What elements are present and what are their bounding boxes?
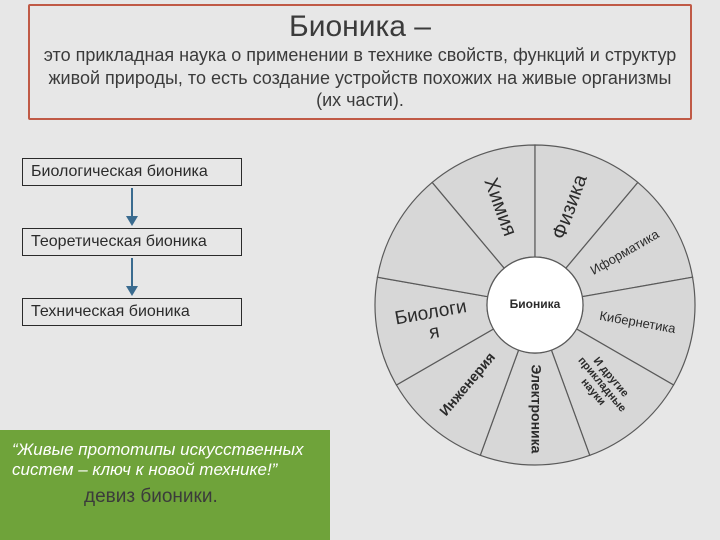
flow-column: Биологическая бионика Теоретическая бион… [22, 158, 242, 326]
flow-arrow-2 [22, 256, 242, 298]
wheel-segment-label: Электроника [528, 365, 544, 454]
flow-box-tech: Техническая бионика [22, 298, 242, 326]
wheel-center-label: Бионика [510, 297, 561, 311]
flow-box-bio: Биологическая бионика [22, 158, 242, 186]
flow-arrow-1 [22, 186, 242, 228]
svg-text:Электроника: Электроника [528, 365, 544, 454]
quote-attribution: девиз бионики. [12, 486, 318, 508]
flow-box-theo: Теоретическая бионика [22, 228, 242, 256]
page-title: Бионика – [36, 10, 684, 44]
quote-box: “Живые прототипы искусственных систем – … [0, 430, 330, 540]
quote-text: “Живые прототипы искусственных систем – … [12, 440, 318, 480]
wheel-diagram: БионикаХимияФизикаИформатикаКибернетикаИ… [370, 140, 700, 470]
definition-text: это прикладная наука о применении в техн… [36, 44, 684, 112]
definition-box: Бионика – это прикладная наука о примене… [28, 4, 692, 120]
